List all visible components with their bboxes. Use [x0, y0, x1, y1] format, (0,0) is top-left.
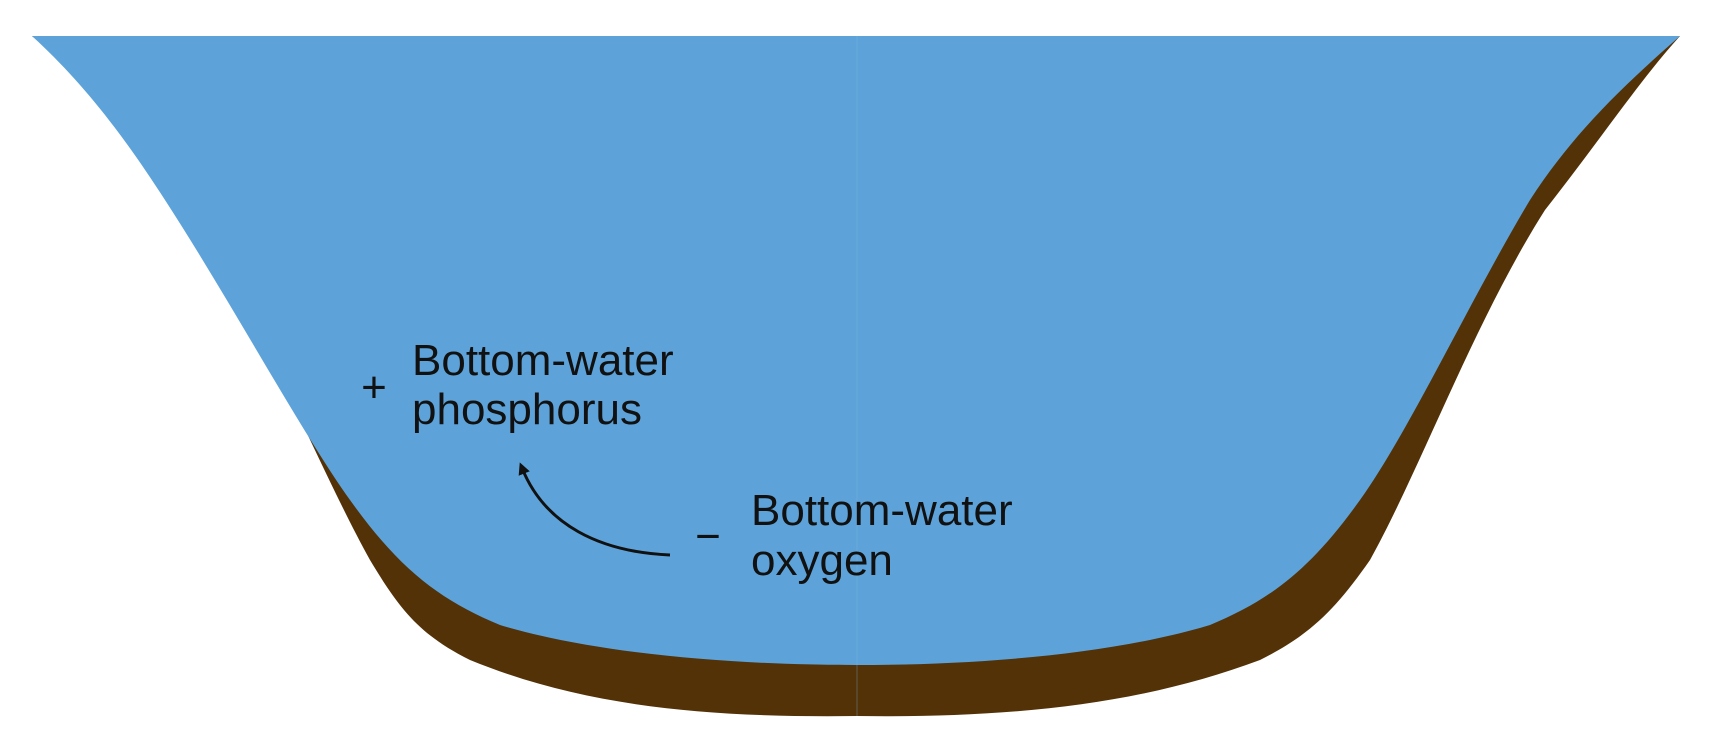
phosphorus-label-line2: phosphorus [412, 385, 642, 434]
oxygen-label-line1: Bottom-water [751, 486, 1013, 535]
oxygen-label-group: − Bottom-water oxygen [695, 486, 1012, 585]
phosphorus-sign: + [361, 363, 387, 412]
relationship-arrow [518, 462, 671, 557]
lake-water [32, 36, 1680, 665]
phosphorus-label-group: + Bottom-water phosphorus [361, 336, 673, 434]
oxygen-sign: − [695, 512, 721, 561]
oxygen-label-line2: oxygen [751, 536, 893, 585]
phosphorus-label-line1: Bottom-water [412, 336, 674, 385]
